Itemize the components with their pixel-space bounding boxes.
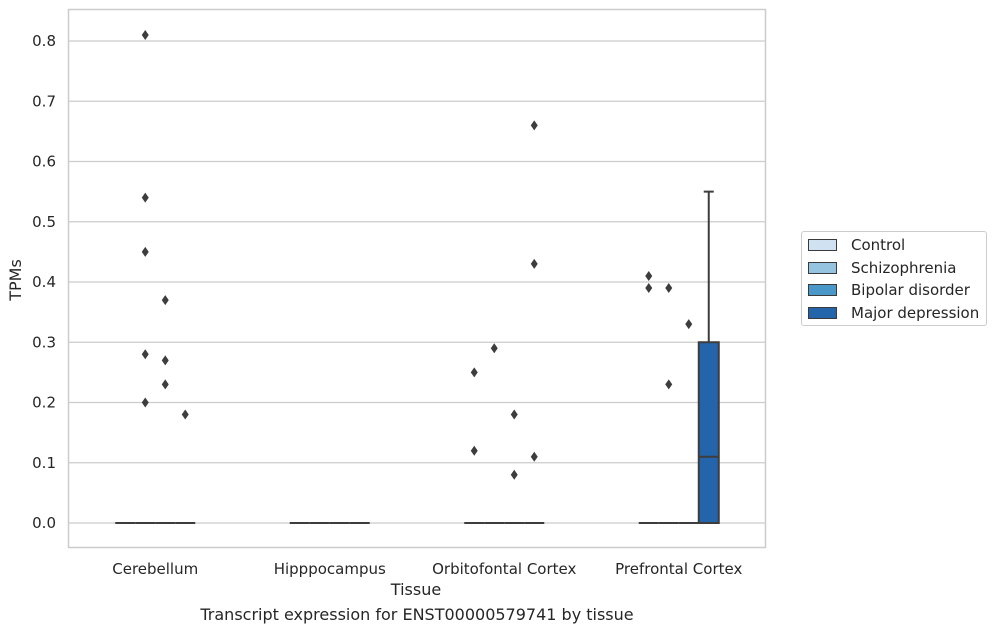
- legend-swatch: [808, 306, 837, 319]
- legend-item: Major depression: [808, 304, 979, 322]
- legend-item: Control: [808, 236, 905, 254]
- outlier-point: [665, 379, 673, 390]
- outlier-point: [141, 29, 149, 40]
- plot-frame: [67, 8, 767, 549]
- legend-swatch: [808, 261, 837, 274]
- y-axis-title: TPMs: [6, 259, 25, 302]
- outlier-point: [161, 295, 169, 306]
- y-tick-label: 0.7: [32, 92, 56, 110]
- outlier-point: [510, 409, 518, 420]
- outlier-point: [161, 355, 169, 366]
- outlier-point: [490, 343, 498, 354]
- outlier-point: [530, 120, 538, 131]
- legend-label: Schizophrenia: [851, 258, 957, 277]
- outlier-point: [161, 379, 169, 390]
- outlier-point: [181, 409, 189, 420]
- legend-item: Schizophrenia: [808, 259, 956, 277]
- outlier-point: [141, 349, 149, 360]
- y-tick-label: 0.2: [32, 394, 56, 412]
- x-tick-label: Hipppocampus: [274, 560, 386, 578]
- legend-label: Major depression: [851, 303, 980, 322]
- outlier-point: [685, 319, 693, 330]
- outlier-point: [645, 283, 653, 294]
- y-tick-label: 0.0: [32, 514, 56, 532]
- x-tick-labels: Cerebellum Hipppocampus Orbitofontal Corte…: [112, 560, 742, 578]
- y-tick-label: 0.6: [32, 153, 56, 171]
- legend-swatch: [808, 239, 837, 251]
- x-tick-label: Orbitofontal Cortex: [432, 560, 576, 578]
- legend-item: Bipolar disorder: [808, 281, 970, 299]
- y-tick-label: 0.4: [32, 273, 56, 291]
- chart-caption: Transcript expression for ENST0000057974…: [200, 605, 634, 624]
- outlier-point: [665, 283, 673, 294]
- outlier-point: [470, 445, 478, 456]
- outlier-point: [470, 367, 478, 378]
- outlier-point: [141, 397, 149, 408]
- x-tick-label: Cerebellum: [112, 560, 198, 578]
- outlier-point: [645, 270, 653, 281]
- outlier-point: [510, 469, 518, 480]
- x-axis-title: Tissue: [390, 580, 441, 599]
- y-tick-label: 0.8: [32, 32, 56, 50]
- y-tick-label: 0.5: [32, 213, 56, 231]
- outlier-point: [530, 451, 538, 462]
- legend: Control Schizophrenia Bipolar disorder Majo…: [801, 231, 987, 326]
- y-tick-label: 0.3: [32, 333, 56, 351]
- outlier-point: [141, 246, 149, 257]
- x-tick-label: Prefrontal Cortex: [615, 560, 742, 578]
- outlier-point: [141, 192, 149, 203]
- y-tick-label: 0.1: [32, 454, 56, 472]
- legend-label: Control: [851, 236, 906, 254]
- chart-marks: [115, 29, 720, 524]
- box: [697, 341, 720, 524]
- y-tick-labels: 0.0 0.1 0.2 0.3 0.4 0.5 0.6 0.7 0.8: [32, 32, 56, 532]
- grid: [68, 40, 766, 524]
- outlier-point: [530, 258, 538, 269]
- legend-label: Bipolar disorder: [851, 281, 970, 299]
- legend-swatch: [808, 284, 837, 296]
